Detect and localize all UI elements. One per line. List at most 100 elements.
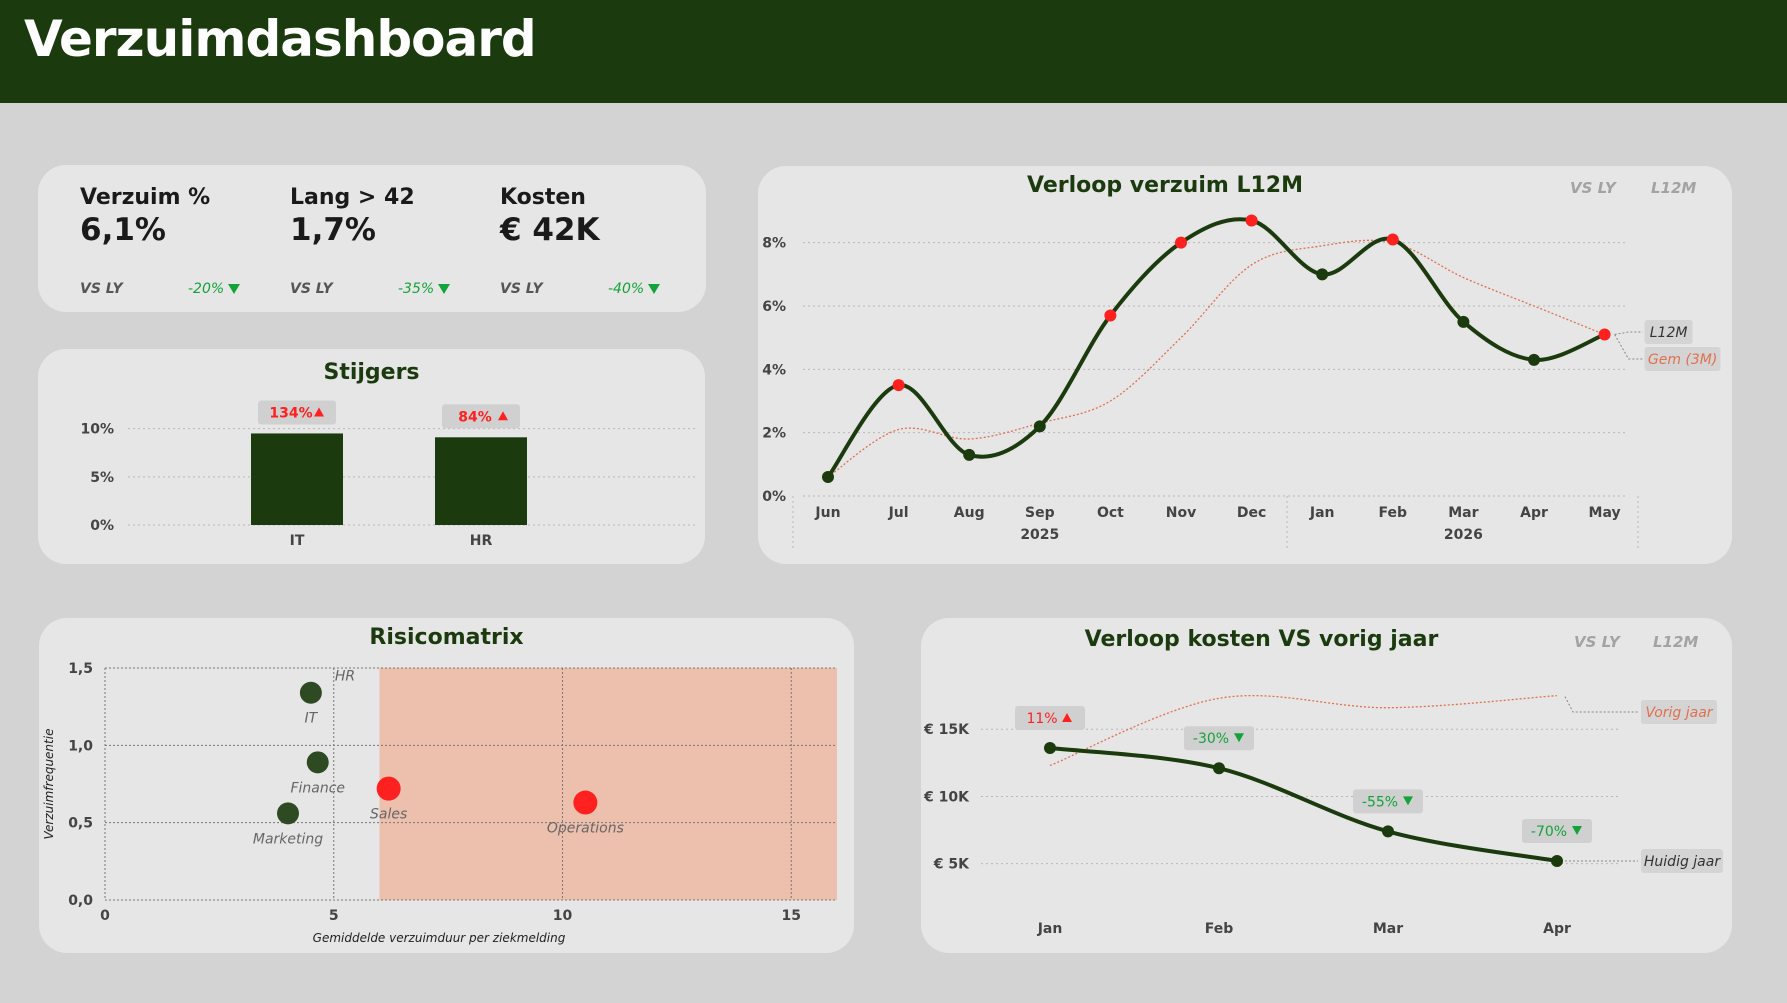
data-label: 84% (458, 409, 492, 425)
risers-chart: 0% 5% 10% IT 134% HR 84% (80, 400, 695, 549)
x-tick-label: 0 (100, 908, 110, 924)
page-title: Verzuimdashboard (24, 10, 537, 68)
scatter-point (306, 751, 329, 774)
x-tick-label: Jun (814, 505, 840, 521)
toggle-vs-ly[interactable]: VS LY (1574, 633, 1620, 651)
x-tick-label: IT (290, 533, 305, 549)
down-arrow-icon (1403, 796, 1413, 806)
kpi-verzuim: Verzuim % 6,1% VS LY -20% (80, 185, 280, 297)
data-point (892, 379, 905, 392)
kpi-value: 6,1% (80, 212, 166, 248)
toggle-l12m[interactable]: L12M (1651, 179, 1697, 197)
legend-leader (1614, 334, 1643, 360)
x-tick-label: Feb (1205, 921, 1234, 937)
series-line-l12m (826, 217, 1606, 479)
trend-chart: 0% 2% 4% 6% 8% Jun Jul Aug Sep Oct Nov Dec Jan Feb Mar… (762, 214, 1721, 551)
point-label: Operations (547, 821, 624, 837)
matrix-chart: 0,0 0,5 1,0 1,5 0 5 10 15 Gemiddelde verzuimduur… (42, 661, 837, 945)
trend-card: Verloop verzuim L12M VS LY L12M 0% 2% 4% 6%… (758, 166, 1732, 564)
kpi-card: Verzuim % 6,1% VS LY -20% Lang > 42 1,7%… (38, 165, 706, 312)
scatter-point (299, 681, 322, 704)
legend-label-gem-3m: Gem (3M) (1648, 352, 1717, 368)
data-label-box (1184, 726, 1254, 751)
y-tick-label: 0,5 (68, 816, 93, 832)
point-label: HR (335, 669, 355, 685)
data-point (1213, 762, 1225, 775)
data-point (1104, 309, 1117, 322)
year-label: 2026 (1444, 527, 1483, 543)
series-line-vorig-jaar (1049, 694, 1558, 767)
data-label: -70% (1531, 824, 1567, 840)
y-tick-label: € 5K (933, 857, 970, 873)
legend-leader (1614, 331, 1643, 335)
point-label: Finance (290, 780, 345, 796)
down-arrow-icon (438, 284, 451, 294)
kpi-label: Lang > 42 (290, 185, 415, 210)
series-line-huidig-jaar (1049, 746, 1558, 863)
scatter-point (376, 776, 401, 801)
data-label: 11% (1026, 711, 1057, 727)
data-label-box (258, 400, 336, 425)
down-arrow-icon (648, 284, 661, 294)
x-tick-label: Jan (1037, 921, 1063, 937)
x-tick-label: Feb (1379, 505, 1408, 521)
x-tick-label: Mar (1448, 505, 1478, 521)
kpi-compare: VS LY (500, 281, 543, 297)
trend-title: Verloop verzuim L12M (1027, 173, 1303, 198)
matrix-card: Risicomatrix 0,0 0,5 1,0 1,5 0 5 10 15 Gemiddeld… (39, 618, 854, 953)
y-tick-label: 2% (762, 426, 786, 442)
data-point (1386, 233, 1399, 246)
y-tick-label: 8% (762, 236, 786, 252)
toggle-vs-ly[interactable]: VS LY (1570, 179, 1616, 197)
header-bar: Verzuimdashboard (0, 0, 1787, 103)
costs-chart: € 5K € 10K € 15K Jan Feb Mar Apr Vorig jaar Huid… (923, 694, 1723, 937)
legend-tag-box (1644, 347, 1721, 371)
legend-label-l12m: L12M (1650, 325, 1688, 341)
y-tick-label: 0% (90, 518, 114, 534)
kpi-label: Kosten (500, 185, 586, 210)
y-tick-label: 0,0 (68, 893, 93, 909)
x-tick-label: Sep (1025, 505, 1055, 521)
costs-title: Verloop kosten VS vorig jaar (1084, 627, 1439, 652)
x-tick-label: Mar (1373, 921, 1403, 937)
toggle-l12m[interactable]: L12M (1653, 633, 1699, 651)
kpi-lang: Lang > 42 1,7% VS LY -35% (290, 185, 490, 297)
data-point (1598, 328, 1611, 341)
y-tick-label: 0% (762, 489, 786, 505)
data-point (1033, 420, 1046, 433)
x-tick-label: Aug (954, 505, 985, 521)
x-tick-label: HR (470, 533, 493, 549)
x-tick-label: Jul (888, 505, 909, 521)
legend-tag-box (1644, 320, 1693, 344)
y-tick-label: 5% (90, 470, 114, 486)
kpi-change: -20% (188, 281, 241, 297)
data-point (822, 471, 834, 483)
legend-tag-box (1641, 848, 1723, 873)
x-tick-label: 5 (329, 908, 339, 924)
up-arrow-icon (1062, 713, 1072, 723)
legend-tag-box (1641, 700, 1717, 724)
data-label-box (1015, 706, 1085, 731)
up-arrow-icon (314, 407, 324, 417)
legend-label-huidig-jaar: Huidig jaar (1644, 854, 1721, 870)
series-line-gem-3m (827, 239, 1605, 478)
data-point (1528, 353, 1540, 366)
kpi-kosten: Kosten € 42K VS LY -40% (500, 185, 700, 297)
y-tick-label: 6% (762, 299, 786, 315)
data-label: -30% (1193, 731, 1229, 747)
x-tick-label: Apr (1520, 505, 1548, 521)
point-label: IT (305, 711, 319, 727)
x-tick-label: Apr (1543, 921, 1571, 937)
x-tick-label: Nov (1166, 505, 1196, 521)
x-tick-label: Jan (1309, 505, 1335, 521)
scatter-point (573, 790, 598, 815)
data-point (1245, 214, 1258, 227)
down-arrow-icon (1234, 733, 1244, 743)
point-label: Marketing (253, 831, 323, 847)
kpi-compare: VS LY (290, 281, 333, 297)
kpi-change: -35% (398, 281, 451, 297)
y-tick-label: 10% (80, 422, 114, 438)
kpi-change: -40% (608, 281, 661, 297)
data-point (1551, 854, 1563, 867)
matrix-title: Risicomatrix (369, 625, 524, 650)
